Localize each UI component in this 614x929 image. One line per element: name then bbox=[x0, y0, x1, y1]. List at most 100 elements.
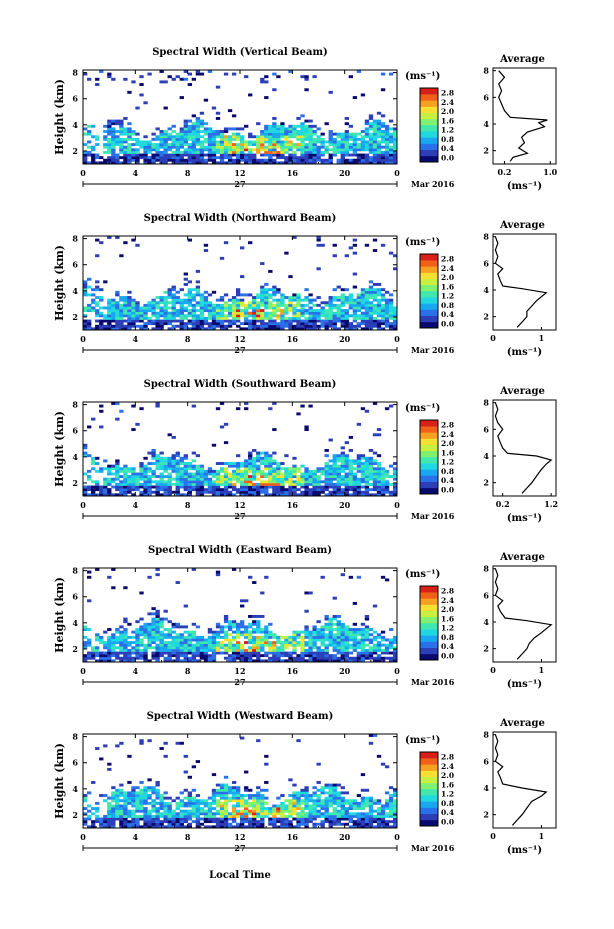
heatmap-cell bbox=[131, 322, 136, 326]
heatmap-cell bbox=[127, 754, 132, 758]
heatmap-cell bbox=[356, 70, 362, 73]
heatmap-cell bbox=[179, 641, 184, 645]
average-frame bbox=[492, 67, 557, 165]
heatmap-cell bbox=[131, 80, 136, 84]
heatmap-cell bbox=[223, 809, 229, 813]
heatmap-cell bbox=[87, 651, 92, 655]
heatmap-cell bbox=[175, 493, 180, 497]
heatmap-cell bbox=[167, 825, 172, 829]
heatmap-cell bbox=[223, 783, 229, 787]
heatmap-cell bbox=[175, 633, 180, 637]
heatmap-cell bbox=[207, 132, 213, 136]
heatmap-cell bbox=[159, 153, 164, 157]
heatmap-cell bbox=[368, 654, 374, 658]
heatmap-cell bbox=[312, 316, 317, 320]
heatmap-cell bbox=[207, 654, 213, 658]
heatmap-cell bbox=[380, 490, 386, 494]
heatmap-cell bbox=[288, 659, 293, 663]
heatmap-cell bbox=[195, 288, 201, 292]
heatmap-cell bbox=[364, 477, 370, 481]
heatmap-cell bbox=[83, 635, 88, 639]
heatmap-cell bbox=[203, 480, 209, 484]
heatmap-cell bbox=[111, 794, 116, 797]
heatmap-cell bbox=[360, 622, 366, 626]
heatmap-cell bbox=[211, 106, 217, 110]
heatmap-cell bbox=[296, 130, 301, 133]
heatmap-cell bbox=[308, 638, 313, 642]
heatmap-cell bbox=[179, 817, 184, 821]
heatmap-cell bbox=[203, 140, 209, 144]
heatmap-cell bbox=[131, 404, 136, 408]
heatmap-cell bbox=[260, 140, 265, 144]
heatmap-cell bbox=[308, 817, 313, 821]
heatmap-cell bbox=[304, 630, 309, 634]
heatmap-cell bbox=[183, 754, 188, 758]
x-tick-label: 20 bbox=[339, 334, 351, 344]
colorbar-tick-label: 0.8 bbox=[441, 633, 454, 642]
heatmap-cell bbox=[219, 791, 225, 795]
heatmap-cell bbox=[252, 490, 257, 494]
heatmap-cell bbox=[207, 635, 213, 639]
heatmap-cell bbox=[175, 477, 180, 481]
heatmap-cell bbox=[352, 135, 358, 139]
heatmap-cell bbox=[139, 477, 144, 481]
heatmap-cell bbox=[384, 656, 390, 660]
heatmap-cell bbox=[159, 747, 164, 750]
heatmap-cell bbox=[344, 143, 349, 147]
heatmap-cell bbox=[372, 472, 378, 476]
heatmap-cell bbox=[352, 630, 358, 634]
heatmap-cell bbox=[316, 809, 321, 813]
heatmap-cell bbox=[219, 635, 225, 639]
heatmap-cell bbox=[155, 327, 160, 331]
heatmap-cell bbox=[143, 628, 148, 631]
heatmap-cell bbox=[91, 467, 96, 471]
heatmap-cell bbox=[388, 646, 394, 650]
colorbar-swatch bbox=[420, 272, 438, 279]
heatmap-cell bbox=[199, 311, 205, 315]
heatmap-cell bbox=[380, 635, 386, 639]
heatmap-cell bbox=[115, 137, 120, 141]
heatmap-cell bbox=[151, 137, 156, 141]
heatmap-cell bbox=[167, 822, 172, 826]
heatmap-cell bbox=[364, 306, 370, 310]
heatmap-cell bbox=[392, 127, 398, 131]
heatmap-cell bbox=[352, 324, 358, 328]
heatmap-cell bbox=[119, 817, 124, 821]
heatmap-cells bbox=[83, 734, 398, 829]
heatmap-cell bbox=[227, 480, 233, 484]
heatmap-cell bbox=[211, 633, 217, 637]
heatmap-cell bbox=[227, 643, 233, 647]
heatmap-cell bbox=[336, 143, 341, 147]
heatmap-cell bbox=[336, 656, 341, 660]
heatmap-cell bbox=[304, 132, 309, 136]
heatmap-cell bbox=[163, 130, 168, 133]
heatmap-cell bbox=[231, 648, 237, 652]
heatmap-cell bbox=[131, 309, 136, 313]
heatmap-cell bbox=[352, 327, 358, 331]
heatmap-cell bbox=[123, 327, 128, 331]
heatmap-cell bbox=[264, 781, 269, 784]
heatmap-cell bbox=[292, 143, 297, 147]
heatmap-cell bbox=[111, 119, 116, 123]
y-tick-label: 8 bbox=[72, 566, 78, 576]
heatmap-cell bbox=[167, 433, 172, 437]
heatmap-cell bbox=[304, 161, 309, 165]
heatmap-cell bbox=[272, 130, 277, 133]
heatmap-cell bbox=[199, 648, 205, 652]
heatmap-cell bbox=[95, 319, 100, 323]
heatmap-cell bbox=[183, 272, 188, 276]
heatmap-cell bbox=[99, 822, 104, 826]
heatmap-cell bbox=[167, 630, 172, 634]
heatmap-cell bbox=[264, 137, 269, 141]
heatmap-cell bbox=[195, 641, 201, 645]
heatmap-cell bbox=[219, 306, 225, 310]
heatmap-cell bbox=[195, 285, 201, 289]
heatmap-cell bbox=[240, 464, 245, 468]
date-day-label: 27 bbox=[234, 511, 245, 521]
heatmap-cell bbox=[139, 804, 144, 808]
heatmap-cell bbox=[219, 402, 225, 405]
heatmap-cell bbox=[356, 480, 362, 484]
heatmap-cell bbox=[231, 132, 237, 136]
heatmap-cell bbox=[199, 150, 205, 154]
heatmap-cell bbox=[219, 140, 225, 144]
